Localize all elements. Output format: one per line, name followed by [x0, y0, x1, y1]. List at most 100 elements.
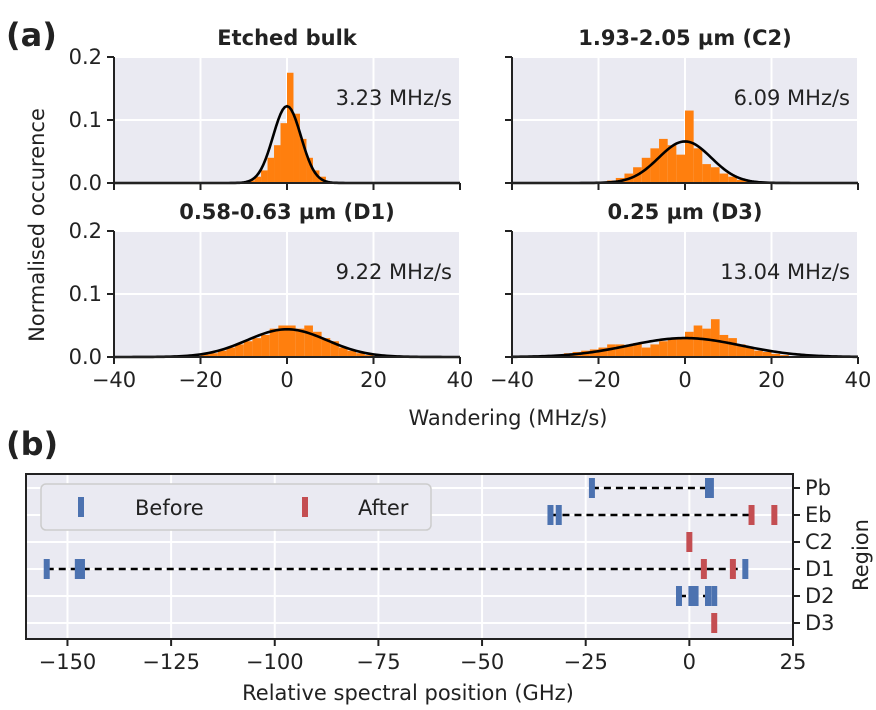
before-marker	[588, 478, 595, 498]
legend-before-label: Before	[135, 496, 204, 520]
after-marker	[771, 505, 778, 525]
after-marker	[686, 532, 693, 552]
histogram-bar	[254, 176, 262, 183]
histogram-bar	[693, 148, 703, 183]
legend: Before After	[40, 483, 432, 531]
x-tick-label: 40	[845, 368, 872, 392]
y-tick-label: 0.0	[69, 345, 102, 369]
after-marker	[711, 613, 718, 633]
histogram-bar	[293, 113, 300, 183]
after-marker	[700, 559, 707, 579]
before-marker	[707, 478, 714, 498]
y-tick-label: 0.1	[69, 108, 102, 132]
x-tick-label: 0	[280, 368, 293, 392]
histogram-bar	[356, 353, 365, 357]
histogram-bar	[710, 167, 720, 183]
histogram-bar	[762, 351, 772, 357]
before-marker	[688, 586, 695, 606]
region-label: Eb	[805, 503, 832, 527]
histogram-subplot-2: 1.93-2.05 µm (C2) 6.09 MHz/s	[505, 26, 859, 190]
histogram-bar	[650, 148, 660, 183]
histogram-bar	[304, 325, 313, 357]
histogram-bar	[589, 349, 599, 357]
x-tick-label: 0	[678, 368, 691, 392]
histogram-bar	[667, 145, 677, 183]
histogram-bar	[633, 343, 642, 357]
histogram-bar	[226, 347, 236, 357]
region-label: D3	[805, 611, 835, 635]
legend-after-swatch	[302, 497, 308, 517]
histogram-bar	[287, 72, 294, 183]
x-tick-label: −25	[564, 650, 608, 674]
x-tick-label: 0	[683, 650, 696, 674]
histogram-bar	[261, 170, 268, 183]
panel-b-label: (b)	[6, 425, 58, 463]
before-marker	[78, 559, 85, 579]
gaussian-fit-line	[511, 336, 859, 359]
before-marker	[742, 559, 749, 579]
histogram-bar	[347, 350, 357, 357]
subplot-title: 1.93-2.05 µm (C2)	[578, 26, 792, 50]
x-tick-label: −50	[460, 650, 504, 674]
histogram-bar	[209, 353, 218, 357]
histogram-bar	[321, 338, 331, 357]
histogram-bar	[607, 344, 616, 357]
histogram-bar	[676, 338, 685, 357]
histogram-bar	[287, 325, 296, 357]
y-tick-label: 0.0	[69, 171, 102, 195]
histogram-bar	[200, 354, 210, 357]
histogram-bar	[269, 328, 279, 357]
histogram-bar	[338, 347, 348, 357]
x-tick-label: 20	[360, 368, 387, 392]
after-marker	[729, 559, 736, 579]
histogram-bar	[719, 173, 729, 183]
region-row-d3	[711, 613, 718, 633]
before-marker	[43, 559, 50, 579]
legend-after-label: After	[358, 496, 409, 520]
region-row-pb	[588, 478, 714, 498]
spectral-x-axis-label: Relative spectral position (GHz)	[242, 681, 574, 705]
region-label: Pb	[805, 476, 831, 500]
before-marker	[711, 586, 718, 606]
histogram-bar	[252, 338, 262, 357]
histogram-bar	[267, 157, 275, 183]
subplot-title: 0.25 µm (D3)	[607, 200, 762, 224]
legend-box	[40, 483, 432, 531]
histogram-bar	[771, 353, 781, 357]
histogram-bar	[330, 341, 339, 357]
before-marker	[547, 505, 554, 525]
histogram-bar	[745, 347, 755, 357]
histogram-bar	[261, 334, 270, 357]
histogram-bar	[659, 138, 668, 183]
spectral-y-axis-label: Region	[849, 519, 873, 591]
histogram-x-axis-label: Wandering (MHz/s)	[409, 406, 608, 430]
histogram-bar	[312, 331, 322, 357]
rate-annotation: 3.23 MHz/s	[336, 86, 452, 110]
histogram-bar	[685, 331, 694, 357]
rate-annotation: 13.04 MHz/s	[720, 260, 850, 284]
x-tick-label: 25	[780, 650, 807, 674]
histogram-subplot-3: −40 −20 0 20 40 0.0 0.1 0.2 0.58-0.63 µm (D1) 9.2…	[69, 200, 474, 392]
histogram-panels: 0.0 0.1 0.2 Etched bulk 3.23 MHz/s 1.93-2.05 …	[69, 26, 872, 392]
region-row-eb	[547, 505, 778, 525]
histogram-bar	[676, 154, 685, 183]
before-marker	[74, 559, 81, 579]
rate-annotation: 9.22 MHz/s	[336, 260, 452, 284]
histogram-bar	[274, 145, 281, 183]
histogram-bar	[243, 341, 253, 357]
before-marker	[555, 505, 562, 525]
histogram-bar	[667, 338, 677, 357]
rate-annotation: 6.09 MHz/s	[734, 86, 850, 110]
x-tick-label: −40	[490, 368, 534, 392]
histogram-bar	[702, 328, 711, 357]
legend-before-swatch	[78, 497, 84, 517]
x-tick-label: −125	[142, 650, 200, 674]
histogram-bar	[736, 179, 746, 183]
histogram-bar	[598, 347, 608, 357]
panel-a-label: (a)	[6, 16, 57, 54]
region-row-d2	[675, 586, 718, 606]
histogram-bar	[693, 325, 703, 357]
histogram-bar	[235, 344, 244, 357]
histogram-bar	[280, 123, 287, 183]
